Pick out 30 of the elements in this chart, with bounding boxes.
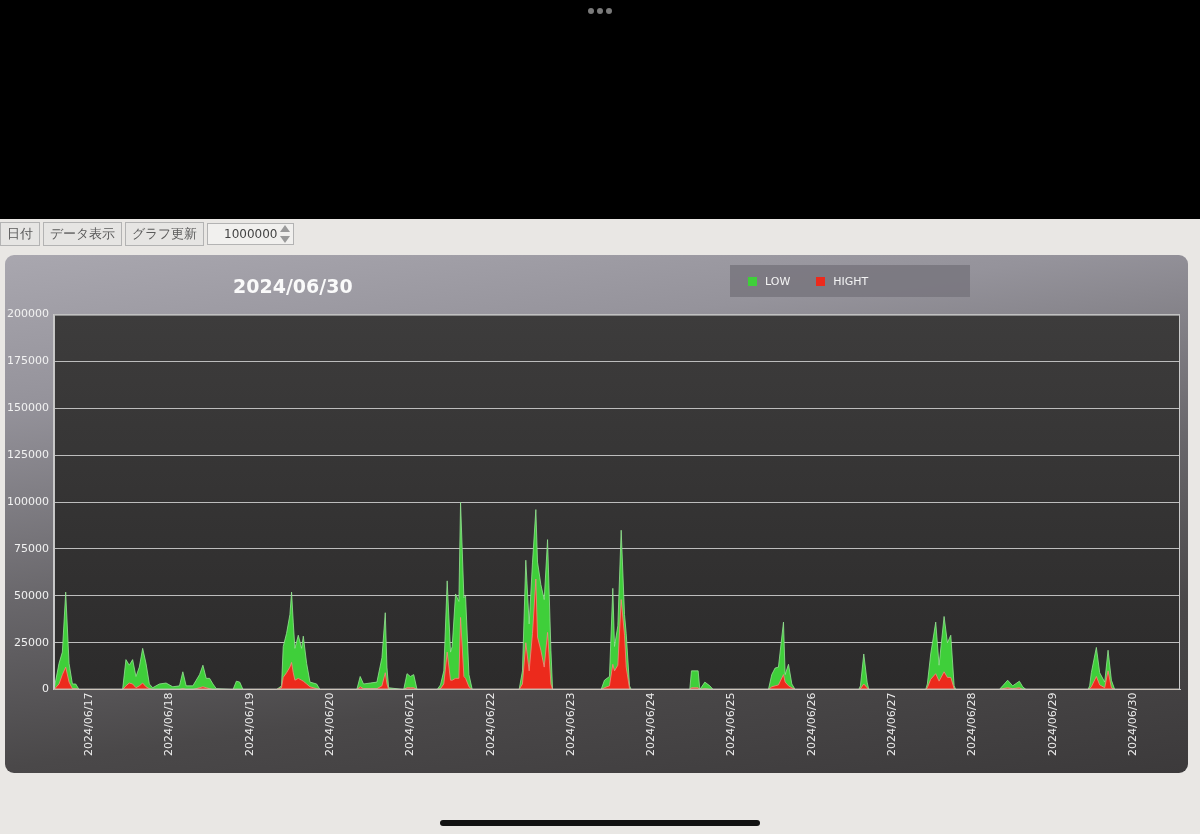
number-field: 1000000 xyxy=(207,223,295,245)
x-tick-label: 2024/06/30 xyxy=(1126,692,1140,757)
x-tick-label: 2024/06/23 xyxy=(563,692,577,757)
x-tick-label: 2024/06/21 xyxy=(403,692,417,757)
x-tick-label: 2024/06/25 xyxy=(724,692,738,757)
x-tick-label: 2024/06/26 xyxy=(804,692,818,757)
x-tick-label: 2024/06/19 xyxy=(242,692,256,757)
button: 日付 xyxy=(0,222,40,246)
legend-label: HIGHT xyxy=(833,274,869,288)
button: データ表示 xyxy=(43,222,122,246)
y-tick-label: 75000 xyxy=(13,541,49,555)
x-tick-label: 2024/06/27 xyxy=(885,692,899,757)
y-tick-label: 175000 xyxy=(6,354,49,368)
chart-title: 2024/06/30 xyxy=(233,275,353,297)
y-tick-label: 150000 xyxy=(6,401,49,415)
y-tick-label: 0 xyxy=(41,682,49,696)
legend-label: LOW xyxy=(765,274,791,288)
x-tick-label: 2024/06/29 xyxy=(1045,692,1059,757)
x-tick-label: 2024/06/22 xyxy=(483,692,497,757)
y-tick-label: 125000 xyxy=(6,448,49,462)
y-tick-label: 100000 xyxy=(6,494,49,508)
x-tick-label: 2024/06/28 xyxy=(965,692,979,757)
y-tick-label: 200000 xyxy=(6,307,49,321)
y-tick-label: 25000 xyxy=(13,635,49,649)
x-tick-label: 2024/06/17 xyxy=(81,692,95,757)
button: グラフ更新 xyxy=(125,222,204,246)
x-tick-label: 2024/06/20 xyxy=(322,692,336,757)
x-tick-label: 2024/06/18 xyxy=(162,692,176,757)
y-tick-label: 50000 xyxy=(13,588,49,602)
x-tick-label: 2024/06/24 xyxy=(644,692,658,757)
